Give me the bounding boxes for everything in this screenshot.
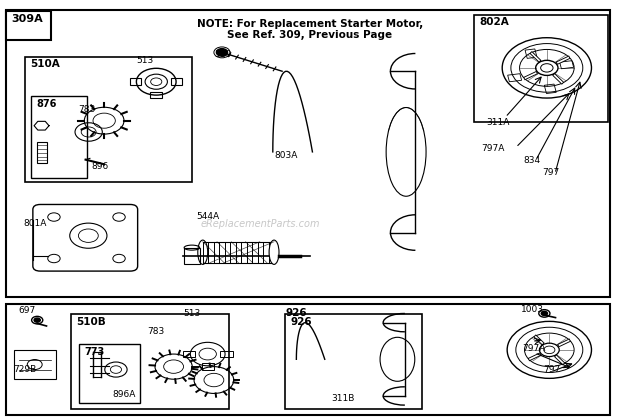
Text: 783: 783 bbox=[148, 327, 165, 336]
Text: 797: 797 bbox=[542, 168, 560, 177]
Bar bbox=[150, 92, 162, 98]
Bar bbox=[184, 248, 200, 264]
Bar bbox=[79, 344, 140, 403]
Bar bbox=[31, 96, 87, 178]
Text: 544A: 544A bbox=[196, 212, 219, 221]
Text: 311A: 311A bbox=[486, 118, 510, 127]
Text: 729B: 729B bbox=[14, 365, 37, 374]
Text: 896: 896 bbox=[92, 162, 109, 171]
Bar bbox=[171, 78, 182, 85]
Bar bbox=[6, 304, 610, 415]
Text: 803A: 803A bbox=[275, 152, 298, 160]
Text: 783: 783 bbox=[78, 105, 95, 114]
Text: 510A: 510A bbox=[30, 59, 60, 69]
Bar bbox=[220, 351, 232, 357]
Bar bbox=[14, 350, 56, 379]
Bar bbox=[37, 142, 46, 163]
Text: eReplacementParts.com: eReplacementParts.com bbox=[201, 219, 320, 229]
Bar bbox=[6, 10, 610, 297]
Text: 797A: 797A bbox=[481, 144, 505, 153]
Bar bbox=[183, 351, 195, 357]
Ellipse shape bbox=[269, 240, 279, 264]
Text: 896A: 896A bbox=[113, 390, 136, 399]
Bar bbox=[71, 314, 229, 409]
Bar bbox=[544, 84, 556, 93]
Text: 797: 797 bbox=[543, 365, 560, 374]
Text: 510B: 510B bbox=[76, 317, 106, 327]
Bar bbox=[560, 61, 574, 69]
Circle shape bbox=[216, 49, 228, 56]
Text: 802A: 802A bbox=[479, 17, 509, 27]
Bar bbox=[130, 78, 141, 85]
Text: 309A: 309A bbox=[11, 14, 43, 24]
Text: 834: 834 bbox=[523, 156, 541, 165]
Bar bbox=[25, 57, 192, 182]
Bar bbox=[285, 314, 422, 409]
Text: NOTE: For Replacement Starter Motor,
See Ref. 309, Previous Page: NOTE: For Replacement Starter Motor, See… bbox=[197, 19, 423, 41]
Bar bbox=[6, 11, 51, 40]
Text: 797A: 797A bbox=[523, 344, 546, 353]
Text: 697: 697 bbox=[19, 306, 36, 315]
Text: 876: 876 bbox=[36, 99, 56, 109]
Circle shape bbox=[34, 318, 40, 322]
Bar bbox=[474, 15, 608, 122]
Bar bbox=[202, 363, 214, 370]
Bar bbox=[525, 49, 537, 58]
Text: 773: 773 bbox=[84, 347, 105, 357]
Text: 801A: 801A bbox=[24, 219, 47, 228]
Text: 513: 513 bbox=[183, 309, 200, 318]
Text: 926: 926 bbox=[286, 308, 308, 318]
Text: 1003: 1003 bbox=[521, 305, 544, 314]
Text: 513: 513 bbox=[136, 56, 154, 65]
Text: 926: 926 bbox=[290, 317, 312, 327]
Bar bbox=[508, 74, 521, 82]
Circle shape bbox=[541, 311, 547, 316]
Text: 311B: 311B bbox=[332, 394, 355, 403]
Text: 310: 310 bbox=[214, 51, 231, 59]
